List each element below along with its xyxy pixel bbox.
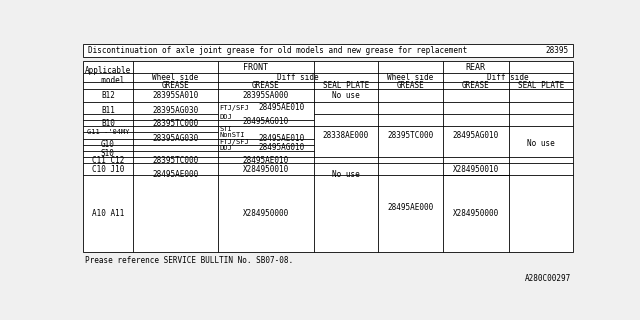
Text: SEAL PLATE: SEAL PLATE — [323, 81, 369, 90]
Text: X284950010: X284950010 — [452, 165, 499, 174]
Text: No use: No use — [332, 91, 360, 100]
Text: X284950010: X284950010 — [243, 165, 289, 174]
Text: GREASE: GREASE — [161, 81, 189, 90]
Text: GREASE: GREASE — [462, 81, 490, 90]
Text: G10: G10 — [101, 140, 115, 149]
Text: B12: B12 — [101, 91, 115, 100]
Text: 28495AE010: 28495AE010 — [243, 156, 289, 164]
Text: NonSTI: NonSTI — [220, 132, 245, 139]
Text: Wheel side: Wheel side — [152, 73, 198, 82]
Text: G11 -'04MY: G11 -'04MY — [86, 129, 129, 135]
Text: 28395SA000: 28395SA000 — [243, 91, 289, 100]
Text: C10 J10: C10 J10 — [92, 165, 124, 174]
Text: FTJ/SFJ: FTJ/SFJ — [220, 139, 249, 145]
Text: 28395SA010: 28395SA010 — [152, 91, 198, 100]
Text: A10 A11: A10 A11 — [92, 209, 124, 218]
Text: A280C00297: A280C00297 — [525, 274, 572, 283]
Text: No use: No use — [527, 140, 555, 148]
Text: 28495AE000: 28495AE000 — [387, 203, 433, 212]
Text: 28395TC000: 28395TC000 — [152, 119, 198, 128]
Text: Wheel side: Wheel side — [387, 73, 433, 82]
Text: C11 C12: C11 C12 — [92, 156, 124, 164]
Bar — [83, 61, 573, 252]
Text: Diff side: Diff side — [487, 73, 529, 82]
Text: Diff side: Diff side — [277, 73, 319, 82]
Text: GREASE: GREASE — [252, 81, 280, 90]
Text: 28495AE010: 28495AE010 — [259, 103, 305, 112]
Text: 28395TC000: 28395TC000 — [152, 156, 198, 164]
Text: FTJ/SFJ: FTJ/SFJ — [220, 105, 249, 111]
Text: 28395AG030: 28395AG030 — [152, 106, 198, 115]
Text: 28395TC000: 28395TC000 — [387, 131, 433, 140]
Text: S10: S10 — [101, 149, 115, 158]
Text: DDJ: DDJ — [220, 145, 232, 151]
Text: B10: B10 — [101, 119, 115, 128]
Text: X284950000: X284950000 — [243, 209, 289, 218]
Text: 28338AE000: 28338AE000 — [323, 131, 369, 140]
Bar — [83, 44, 573, 57]
Text: 28495AG010: 28495AG010 — [243, 117, 289, 126]
Text: 28495AG010: 28495AG010 — [259, 143, 305, 152]
Text: Applicable
  model: Applicable model — [84, 66, 131, 85]
Text: Discontinuation of axle joint grease for old models and new grease for replaceme: Discontinuation of axle joint grease for… — [88, 46, 467, 55]
Text: X284950000: X284950000 — [452, 209, 499, 218]
Text: FRONT: FRONT — [243, 63, 268, 72]
Text: STI: STI — [220, 126, 232, 132]
Text: 28395: 28395 — [545, 46, 568, 55]
Text: 28495AE000: 28495AE000 — [152, 170, 198, 179]
Text: DDJ: DDJ — [220, 114, 232, 120]
Text: No use: No use — [332, 170, 360, 179]
Text: Prease reference SERVICE BULLTIN No. SB07-08.: Prease reference SERVICE BULLTIN No. SB0… — [85, 256, 294, 265]
Text: SEAL PLATE: SEAL PLATE — [518, 81, 564, 90]
Text: REAR: REAR — [465, 63, 485, 72]
Text: 28395AG030: 28395AG030 — [152, 134, 198, 143]
Text: 28495AE010: 28495AE010 — [259, 134, 305, 143]
Text: B11: B11 — [101, 106, 115, 115]
Text: GREASE: GREASE — [396, 81, 424, 90]
Text: 28495AG010: 28495AG010 — [452, 131, 499, 140]
